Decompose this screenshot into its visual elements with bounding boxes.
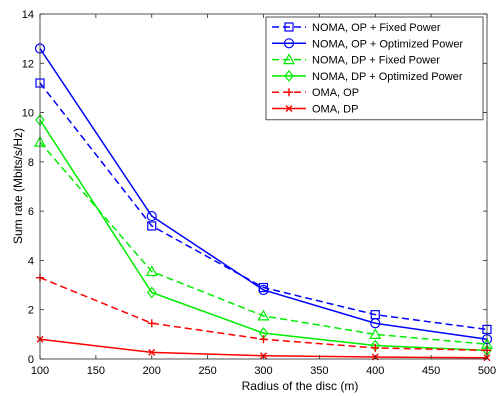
axes-layer: 100 150 200 250 300 350 400 450 500 0 2 4 6 8 10 12 14 — [22, 9, 496, 377]
y-tick-label: 10 — [22, 108, 34, 120]
legend-box — [265, 16, 484, 121]
legend-label-5: OMA, OP — [312, 87, 359, 99]
legend-entry-3: NOMA, DP + Fixed Power — [272, 53, 440, 67]
series-line-4 — [39, 119, 488, 352]
x-tick-label: 350 — [310, 365, 328, 377]
y-tick-label: 8 — [28, 157, 34, 169]
y-tick-label: 14 — [22, 9, 34, 21]
legend-marker-6 — [285, 105, 293, 112]
series-4 — [35, 114, 492, 357]
legend: NOMA, OP + Fixed Power NOMA, OP + Optimiz… — [265, 16, 484, 121]
y-tick-label: 12 — [22, 58, 34, 70]
y-tick-label: 2 — [28, 305, 34, 317]
y-tick-label: 4 — [28, 255, 34, 267]
legend-marker-2 — [283, 38, 295, 49]
legend-label-1: NOMA, OP + Fixed Power — [312, 22, 441, 34]
legend-entry-6: OMA, DP — [272, 104, 358, 116]
x-tick-label: 400 — [366, 365, 384, 377]
y-axis-label: Sum rate (Mbits/s/Hz) — [11, 128, 25, 244]
data-point-2-4 — [370, 318, 381, 329]
legend-entry-2: NOMA, OP + Optimized Power — [272, 38, 463, 50]
legend-entry-5: OMA, OP — [272, 87, 359, 99]
legend-label-2: NOMA, OP + Optimized Power — [312, 38, 463, 50]
y-tick-label: 6 — [28, 206, 34, 218]
x-tick-label: 500 — [478, 365, 496, 377]
data-point-3-4 — [369, 328, 382, 339]
data-point-5-2 — [147, 319, 156, 328]
series-line-2 — [39, 48, 488, 341]
legend-marker-5 — [285, 88, 293, 97]
legend-marker-3 — [282, 53, 296, 65]
x-tick-label: 100 — [31, 365, 49, 377]
data-point-1-2 — [147, 221, 157, 231]
x-tick-label: 200 — [143, 365, 161, 377]
data-point-4-2 — [146, 286, 157, 299]
data-point-3-3 — [257, 309, 270, 321]
x-tick-label: 250 — [198, 365, 216, 377]
x-tick-label: 150 — [87, 365, 105, 377]
y-tick-label: 0 — [28, 354, 34, 366]
legend-label-3: NOMA, DP + Fixed Power — [312, 55, 440, 67]
data-point-5-4 — [371, 343, 380, 352]
data-point-2-3 — [258, 284, 269, 296]
legend-entry-1: NOMA, OP + Fixed Power — [272, 22, 441, 34]
x-axis-label: Radius of the disc (m) — [242, 379, 359, 393]
series-line-3 — [39, 141, 488, 345]
data-point-5-3 — [259, 335, 268, 344]
data-point-3-2 — [145, 265, 158, 277]
data-point-2-2 — [146, 210, 157, 222]
legend-label-4: NOMA, DP + Optimized Power — [312, 71, 463, 83]
legend-marker-4 — [284, 69, 294, 82]
x-tick-label: 450 — [422, 365, 440, 377]
legend-entry-4: NOMA, DP + Optimized Power — [272, 69, 463, 83]
legend-marker-1 — [284, 22, 294, 32]
series-line-1 — [39, 82, 488, 331]
legend-label-6: OMA, DP — [312, 104, 358, 116]
data-point-6-2 — [148, 348, 156, 356]
x-tick-label: 300 — [254, 365, 272, 377]
